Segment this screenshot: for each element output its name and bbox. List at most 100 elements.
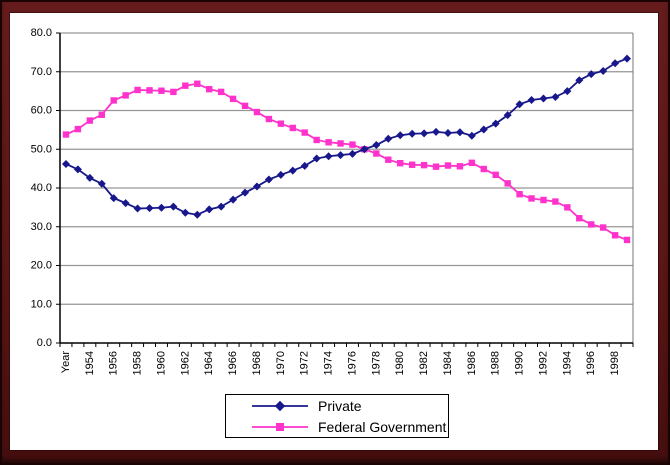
x-tick-label: 1966 bbox=[227, 351, 239, 375]
series-private-point bbox=[491, 119, 500, 128]
series-federal-government-point bbox=[62, 131, 70, 138]
series-federal-government-point bbox=[564, 204, 571, 211]
x-tick-label: 1970 bbox=[275, 351, 287, 375]
series-federal-government-point bbox=[456, 163, 464, 170]
series-federal-government-point bbox=[588, 221, 595, 228]
series-private-point bbox=[121, 199, 130, 208]
series-federal-government-point bbox=[229, 95, 237, 103]
series-federal-government-point bbox=[217, 88, 225, 96]
series-private-point bbox=[515, 100, 524, 109]
series-private-point bbox=[611, 59, 620, 68]
series-federal-government-point bbox=[432, 163, 440, 170]
legend-item-private: Private bbox=[252, 396, 448, 416]
x-tick-label: 1964 bbox=[203, 351, 215, 375]
series-federal-government-point bbox=[349, 141, 356, 148]
series-private-point bbox=[193, 210, 202, 219]
x-tick-label: 1996 bbox=[585, 351, 597, 375]
series-federal-government-point bbox=[74, 125, 82, 133]
series-federal-government-point bbox=[206, 85, 213, 93]
series-federal-government-point bbox=[301, 129, 308, 136]
x-tick-label: 1994 bbox=[561, 351, 573, 375]
series-private-point bbox=[205, 205, 214, 214]
series-private-point bbox=[157, 203, 166, 212]
series-private-point bbox=[336, 151, 345, 160]
series-private-point bbox=[467, 131, 476, 140]
series-private-point bbox=[97, 179, 106, 188]
series-federal-government-point bbox=[289, 124, 296, 132]
series-private-point bbox=[408, 129, 417, 138]
x-tick-label: 1960 bbox=[155, 351, 167, 375]
series-federal-government-point bbox=[182, 82, 189, 89]
legend-item-federal-government: Federal Government bbox=[252, 417, 448, 437]
series-federal-government-point bbox=[265, 115, 273, 123]
series-federal-government-point bbox=[444, 162, 452, 169]
series-private-point bbox=[181, 208, 190, 217]
series-private-point bbox=[312, 154, 321, 163]
series-private-line bbox=[65, 57, 628, 216]
series-private-point bbox=[348, 149, 357, 158]
series-private-point bbox=[229, 195, 238, 204]
y-tick-label: 40.0 bbox=[31, 182, 52, 194]
series-federal-government-point bbox=[468, 159, 476, 167]
series-private-point bbox=[85, 173, 94, 182]
series-private-point bbox=[587, 70, 596, 79]
x-tick-label: 1958 bbox=[132, 351, 144, 375]
series-federal-government-point bbox=[576, 215, 583, 222]
series-federal-government-point bbox=[599, 224, 607, 231]
series-private-point bbox=[109, 194, 118, 203]
series-federal-government-point bbox=[122, 92, 129, 99]
y-tick-label: 20.0 bbox=[31, 260, 52, 272]
series-federal-government-line bbox=[65, 82, 628, 241]
y-tick-label: 50.0 bbox=[31, 143, 52, 155]
series-private-point bbox=[300, 161, 309, 170]
series-federal-government-point bbox=[623, 236, 631, 244]
series-federal-government-point bbox=[241, 102, 249, 110]
series-federal-government-point bbox=[313, 136, 320, 144]
series-federal-government-point bbox=[110, 97, 117, 104]
x-tick-label: 1980 bbox=[394, 351, 406, 375]
series-federal-government-point bbox=[146, 87, 153, 94]
y-tick-label: 80.0 bbox=[31, 27, 52, 39]
series-private-point bbox=[133, 204, 142, 213]
series-private-point bbox=[372, 140, 381, 149]
series-private-point bbox=[241, 188, 250, 197]
series-federal-government-point bbox=[277, 120, 285, 127]
series-private-point bbox=[217, 202, 226, 211]
series-federal-government-point bbox=[540, 196, 547, 204]
y-tick-label: 60.0 bbox=[31, 105, 52, 117]
series-private-point bbox=[324, 152, 333, 161]
series-federal-government-point bbox=[480, 165, 487, 173]
x-tick-label: 1992 bbox=[537, 351, 549, 375]
x-tick-label: 1968 bbox=[251, 351, 263, 375]
private-line-marker-sample bbox=[252, 400, 308, 411]
series-private-point bbox=[73, 165, 82, 174]
series-private-point bbox=[551, 92, 560, 101]
x-tick-label: 1956 bbox=[108, 351, 120, 375]
series-federal-government-point bbox=[385, 156, 392, 163]
series-private-point bbox=[563, 87, 572, 96]
series-private-point bbox=[384, 134, 393, 143]
federal-government-line-marker-sample bbox=[252, 422, 308, 431]
x-tick-label: Year bbox=[60, 351, 72, 374]
x-tick-label: 1988 bbox=[490, 351, 502, 375]
x-tick-label: 1962 bbox=[179, 351, 191, 375]
chart-legend: Private Federal Government bbox=[225, 394, 449, 438]
y-tick-label: 30.0 bbox=[31, 221, 52, 233]
series-private-point bbox=[276, 170, 285, 179]
series-private-point bbox=[360, 145, 369, 154]
series-private-point bbox=[455, 128, 464, 137]
series-federal-government-point bbox=[552, 198, 559, 205]
x-tick-label: 1976 bbox=[346, 351, 358, 375]
series-private-point bbox=[396, 131, 405, 140]
series-private-point bbox=[169, 202, 178, 211]
series-federal-government-point bbox=[516, 191, 523, 198]
series-federal-government-point bbox=[86, 117, 94, 124]
series-private-point bbox=[264, 175, 273, 184]
series-federal-government-point bbox=[194, 80, 201, 87]
series-federal-government-point bbox=[325, 139, 332, 146]
legend-label-federal-government: Federal Government bbox=[318, 418, 447, 435]
chart-panel: 0.0 10.0 20.0 30.0 40.0 50.0 60.0 70.0 80.0 Year 1… bbox=[10, 13, 658, 450]
series-private-point bbox=[479, 125, 488, 134]
series-private-point bbox=[599, 66, 608, 75]
